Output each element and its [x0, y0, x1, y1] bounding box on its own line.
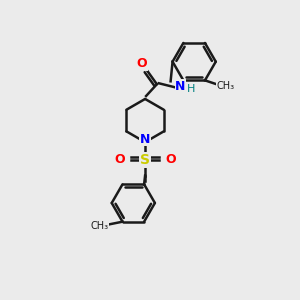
Text: H: H: [187, 84, 195, 94]
Text: N: N: [140, 133, 150, 146]
Text: CH₃: CH₃: [217, 81, 235, 91]
Text: O: O: [114, 153, 125, 166]
Text: O: O: [137, 57, 148, 70]
Text: CH₃: CH₃: [91, 220, 109, 231]
Text: N: N: [175, 80, 186, 93]
Text: O: O: [165, 153, 176, 166]
Text: S: S: [140, 153, 150, 167]
